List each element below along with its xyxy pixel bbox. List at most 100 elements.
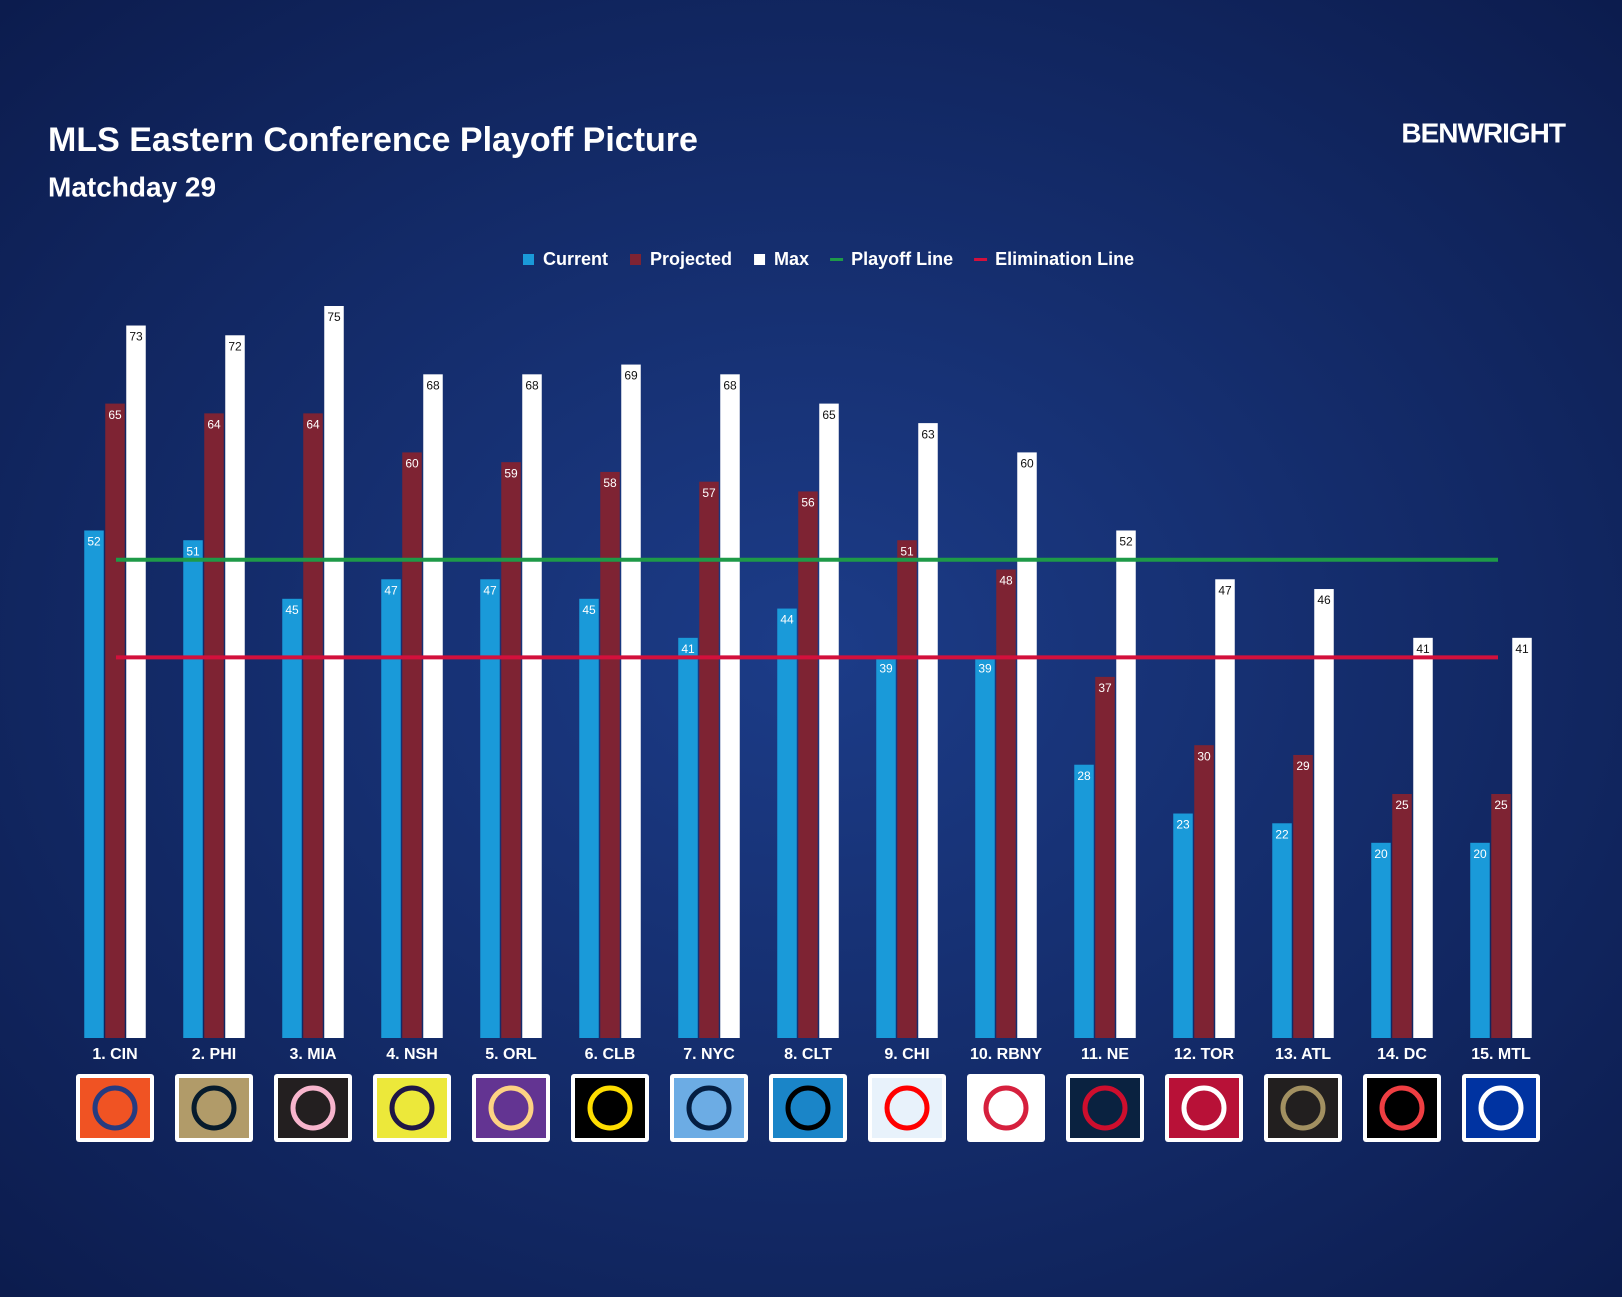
data-label: 47: [384, 583, 398, 597]
legend-label: Elimination Line: [995, 249, 1134, 269]
bar: [918, 423, 938, 1038]
bar: [105, 403, 125, 1039]
data-label: 60: [405, 457, 419, 471]
bar: [381, 579, 401, 1038]
data-label: 68: [723, 378, 737, 392]
x-tick-label: 7. NYC: [683, 1046, 735, 1063]
bar: [84, 530, 104, 1038]
bar: [975, 657, 995, 1038]
bar: [1392, 794, 1412, 1038]
bar: [1314, 589, 1334, 1038]
data-label: 57: [702, 486, 716, 500]
bar: [303, 413, 323, 1038]
data-label: 46: [1317, 593, 1331, 607]
data-label: 60: [1020, 457, 1034, 471]
data-label: 51: [900, 544, 914, 558]
legend-label: Projected: [650, 249, 732, 269]
x-tick-label: 12. TOR: [1174, 1046, 1235, 1063]
data-label: 56: [801, 496, 815, 510]
data-label: 29: [1296, 759, 1310, 773]
data-label: 25: [1494, 798, 1508, 812]
data-label: 37: [1098, 681, 1112, 695]
data-label: 20: [1473, 847, 1487, 861]
team-logo-emblem: [488, 1085, 534, 1131]
bar: [720, 374, 740, 1038]
data-label: 52: [87, 535, 101, 549]
bar: [1116, 530, 1136, 1038]
chart-title: MLS Eastern Conference Playoff Picture: [48, 121, 698, 159]
bar: [876, 657, 896, 1038]
data-label: 59: [504, 466, 518, 480]
bar: [1215, 579, 1235, 1038]
data-label: 64: [306, 418, 320, 432]
bar: [402, 452, 422, 1038]
data-label: 68: [525, 378, 539, 392]
team-logo-emblem: [587, 1085, 633, 1131]
data-label: 58: [603, 476, 617, 490]
bar: [1371, 842, 1391, 1038]
bar: [996, 569, 1016, 1038]
team-logo-emblem: [1181, 1085, 1227, 1131]
data-label: 20: [1374, 847, 1388, 861]
data-label: 48: [999, 574, 1013, 588]
team-logo-emblem: [191, 1085, 237, 1131]
data-label: 69: [624, 369, 638, 383]
data-label: 72: [228, 339, 242, 353]
legend-swatch: [630, 254, 642, 265]
data-label: 30: [1197, 749, 1211, 763]
legend: Current Projected Max Playoff Line Eliminati…: [523, 249, 1134, 269]
data-label: 28: [1077, 769, 1091, 783]
data-label: 25: [1395, 798, 1409, 812]
bar: [126, 325, 146, 1038]
x-tick-label: 3. MIA: [289, 1046, 337, 1063]
bar: [1491, 794, 1511, 1038]
brand: BENWRIGHT: [1401, 117, 1566, 148]
legend-swatch: [523, 254, 534, 265]
team-logo-emblem: [1379, 1085, 1425, 1131]
team-logo-emblem: [983, 1085, 1029, 1131]
legend-label: Max: [774, 249, 809, 269]
data-label: 73: [129, 330, 143, 344]
data-label: 45: [285, 603, 299, 617]
data-label: 39: [978, 662, 992, 676]
bar: [819, 403, 839, 1039]
data-label: 41: [1416, 642, 1430, 656]
x-tick-label: 8. CLT: [784, 1046, 832, 1063]
bar: [1074, 764, 1094, 1038]
legend-swatch: [974, 258, 988, 261]
data-label: 22: [1275, 827, 1289, 841]
x-tick-label: 14. DC: [1377, 1046, 1427, 1063]
bar: [699, 481, 719, 1038]
bar: [1470, 842, 1490, 1038]
bar: [183, 540, 203, 1038]
bar: [1512, 637, 1532, 1038]
team-logo-emblem: [686, 1085, 732, 1131]
chart-subtitle: Matchday 29: [48, 171, 216, 202]
x-tick-label: 1. CIN: [92, 1046, 137, 1063]
team-logo-emblem: [1478, 1085, 1524, 1131]
data-label: 65: [822, 408, 836, 422]
x-tick-label: 13. ATL: [1275, 1046, 1331, 1063]
data-label: 47: [483, 583, 497, 597]
team-logo-emblem: [785, 1085, 831, 1131]
bar: [579, 598, 599, 1038]
team-logo-emblem: [884, 1085, 930, 1131]
bar: [678, 637, 698, 1038]
bar: [204, 413, 224, 1038]
bar: [1095, 676, 1115, 1038]
bar: [1173, 813, 1193, 1038]
team-logo-emblem: [1280, 1085, 1326, 1131]
bar: [1293, 754, 1313, 1038]
bar: [501, 462, 521, 1038]
x-tick-label: 4. NSH: [386, 1046, 438, 1063]
data-label: 64: [207, 418, 221, 432]
bar: [423, 374, 443, 1038]
bar: [324, 306, 344, 1038]
data-label: 51: [186, 544, 200, 558]
bar: [282, 598, 302, 1038]
legend-label: Playoff Line: [851, 249, 953, 269]
bar: [522, 374, 542, 1038]
x-tick-label: 10. RBNY: [970, 1046, 1042, 1063]
